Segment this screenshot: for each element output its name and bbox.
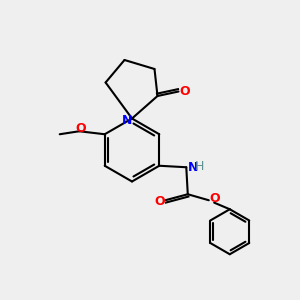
Text: O: O [154,195,165,208]
Text: N: N [188,161,198,174]
Text: N: N [122,113,132,127]
Text: H: H [195,160,204,173]
Text: O: O [209,192,220,205]
Text: O: O [180,85,190,98]
Text: O: O [75,122,86,135]
